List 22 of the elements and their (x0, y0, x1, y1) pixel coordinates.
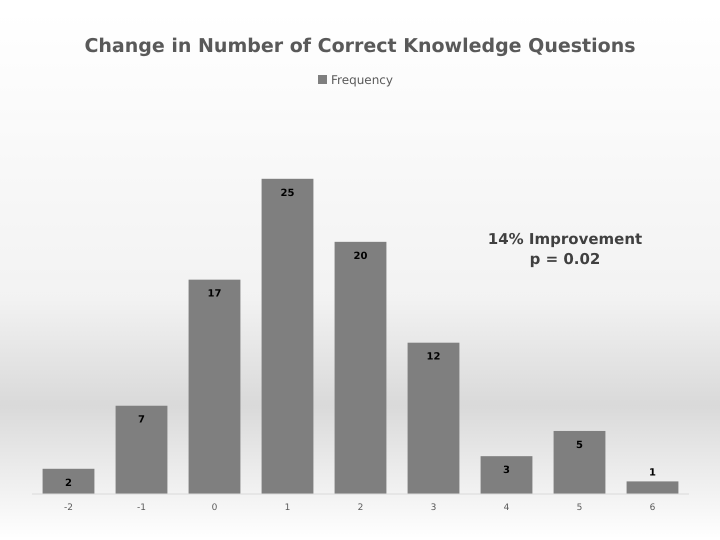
chart-title: Change in Number of Correct Knowledge Questions (84, 35, 636, 57)
data-label: 17 (208, 288, 222, 300)
data-label: 3 (503, 465, 510, 476)
data-label: 1 (649, 467, 656, 478)
data-label: 2 (65, 478, 72, 489)
data-label: 20 (354, 250, 368, 262)
data-label: 25 (280, 188, 294, 199)
legend-label: Frequency (331, 73, 393, 87)
x-tick-label: 6 (650, 503, 656, 513)
x-tick-label: -1 (137, 503, 146, 513)
x-tick-label: 2 (358, 503, 364, 513)
x-tick-label: -2 (64, 503, 73, 513)
data-label: 5 (576, 440, 584, 451)
x-tick-label: 5 (576, 503, 582, 513)
data-label: 7 (138, 414, 146, 426)
data-label: 12 (426, 352, 440, 363)
x-tick-label: 0 (212, 503, 218, 513)
x-tick-label: 1 (284, 503, 290, 513)
x-tick-label: 4 (504, 503, 510, 513)
x-tick-label: 3 (430, 503, 436, 513)
annotation: p = 0.02 (530, 250, 600, 268)
annotation: 14% Improvement (488, 230, 642, 248)
